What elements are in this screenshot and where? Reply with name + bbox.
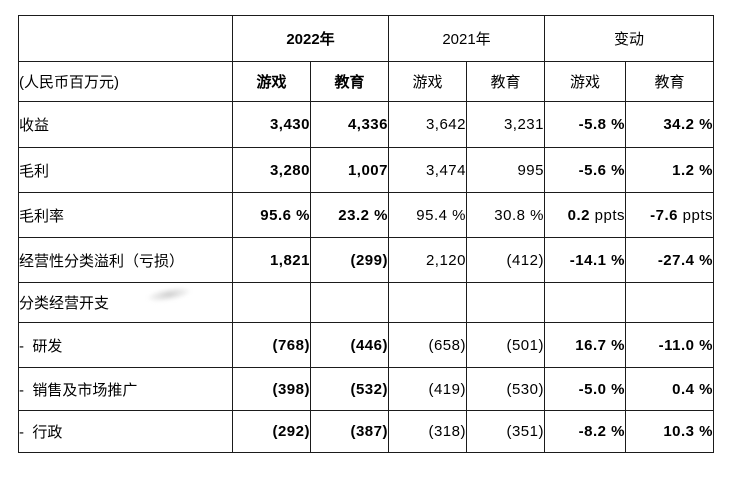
cell xyxy=(466,282,545,323)
cell: (446) xyxy=(310,322,389,368)
cell: 3,280 xyxy=(232,147,311,193)
subheader-2022-education: 教育 xyxy=(310,61,389,102)
row-label: - 销售及市场推广 xyxy=(18,367,233,411)
subheader-2022-games: 游戏 xyxy=(232,61,311,102)
unit-label: (人民币百万元) xyxy=(18,61,233,102)
corner-cell xyxy=(18,15,233,62)
subheader-change-games: 游戏 xyxy=(544,61,626,102)
cell: 1,821 xyxy=(232,237,311,283)
cell: (387) xyxy=(310,410,389,453)
row-label: 分类经营开支 xyxy=(18,282,233,323)
cell xyxy=(624,282,715,323)
cell: 3,430 xyxy=(232,101,311,148)
cell: 34.2 % xyxy=(624,101,715,148)
cell: (530) xyxy=(466,367,545,411)
cell: -5.8 % xyxy=(544,101,626,148)
table-row-gross-margin: 毛利率 95.6 % 23.2 % 95.4 % 30.8 % 0.2 ppts… xyxy=(18,192,715,238)
cell: (658) xyxy=(388,322,467,368)
subheader-change-education: 教育 xyxy=(624,61,715,102)
cell: 2,120 xyxy=(388,237,467,283)
table-row-rnd: - 研发 (768) (446) (658) (501) 16.7 % -11.… xyxy=(18,322,715,368)
segment-financials-table: 2022年 2021年 变动 (人民币百万元) 游戏 教育 游戏 教育 游戏 教… xyxy=(18,15,715,453)
header-row-segments: (人民币百万元) 游戏 教育 游戏 教育 游戏 教育 xyxy=(18,61,715,102)
table-row-operating-segment-profit: 经营性分类溢利（亏损） 1,821 (299) 2,120 (412) -14.… xyxy=(18,237,715,283)
row-label: 经营性分类溢利（亏损） xyxy=(18,237,233,283)
cell: 0.2 ppts xyxy=(544,192,626,238)
subheader-2021-games: 游戏 xyxy=(388,61,467,102)
cell: (318) xyxy=(388,410,467,453)
cell: 30.8 % xyxy=(466,192,545,238)
cell: (532) xyxy=(310,367,389,411)
table-row-gross-profit: 毛利 3,280 1,007 3,474 995 -5.6 % 1.2 % xyxy=(18,147,715,193)
cell: -11.0 % xyxy=(624,322,715,368)
cell: -7.6 ppts xyxy=(624,192,715,238)
col-group-change: 变动 xyxy=(543,15,715,62)
cell xyxy=(232,282,311,323)
cell: 3,474 xyxy=(388,147,467,193)
row-label: - 研发 xyxy=(18,322,233,368)
cell: 95.4 % xyxy=(388,192,467,238)
cell: (419) xyxy=(388,367,467,411)
header-row-years: 2022年 2021年 变动 xyxy=(18,15,715,62)
row-label: 收益 xyxy=(18,101,233,148)
row-label: - 行政 xyxy=(18,410,233,453)
cell: 23.2 % xyxy=(310,192,389,238)
cell: -27.4 % xyxy=(624,237,715,283)
cell: 3,642 xyxy=(388,101,467,148)
cell: 3,231 xyxy=(466,101,545,148)
cell: -14.1 % xyxy=(544,237,626,283)
cell: -5.6 % xyxy=(544,147,626,193)
cell: (351) xyxy=(466,410,545,453)
cell: 16.7 % xyxy=(544,322,626,368)
table-row-segment-opex-heading: 分类经营开支 xyxy=(18,282,715,323)
cell: (398) xyxy=(232,367,311,411)
col-group-2021: 2021年 xyxy=(388,15,545,62)
cell: 10.3 % xyxy=(624,410,715,453)
cell: 1.2 % xyxy=(624,147,715,193)
cell: 95.6 % xyxy=(232,192,311,238)
table-row-admin: - 行政 (292) (387) (318) (351) -8.2 % 10.3… xyxy=(18,410,715,453)
cell xyxy=(544,282,626,323)
cell: -8.2 % xyxy=(544,410,626,453)
cell: 995 xyxy=(466,147,545,193)
cell: (501) xyxy=(466,322,545,368)
table-row-revenue: 收益 3,430 4,336 3,642 3,231 -5.8 % 34.2 % xyxy=(18,101,715,148)
row-label: 毛利率 xyxy=(18,192,233,238)
cell: (412) xyxy=(466,237,545,283)
cell: -5.0 % xyxy=(544,367,626,411)
cell: 4,336 xyxy=(310,101,389,148)
cell: (299) xyxy=(310,237,389,283)
row-label: 毛利 xyxy=(18,147,233,193)
table-row-sales-marketing: - 销售及市场推广 (398) (532) (419) (530) -5.0 %… xyxy=(18,367,715,411)
cell: 1,007 xyxy=(310,147,389,193)
cell xyxy=(310,282,389,323)
cell: 0.4 % xyxy=(624,367,715,411)
col-group-2022: 2022年 xyxy=(232,15,389,62)
subheader-2021-education: 教育 xyxy=(466,61,545,102)
cell: (292) xyxy=(232,410,311,453)
cell xyxy=(388,282,467,323)
cell: (768) xyxy=(232,322,311,368)
